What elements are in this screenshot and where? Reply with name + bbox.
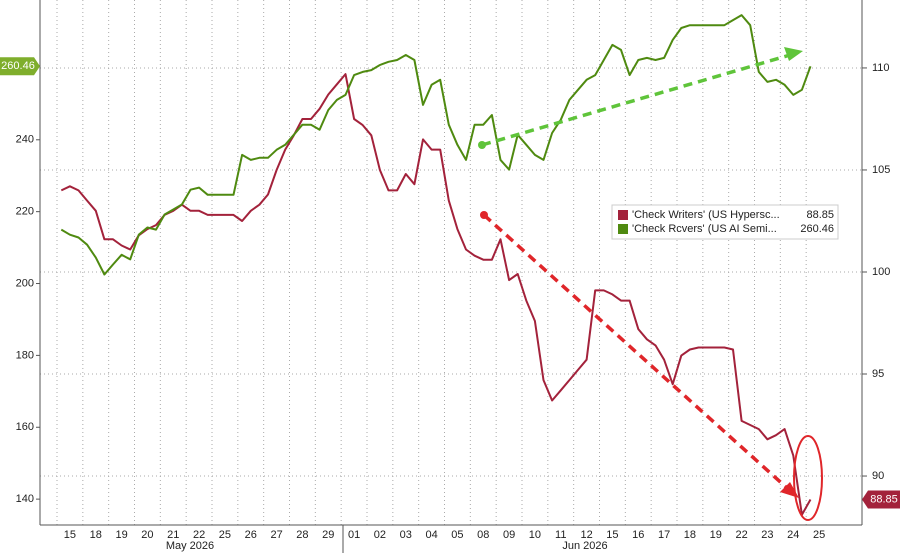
x-tick-label: 08	[477, 529, 489, 541]
x-tick-label: 27	[270, 529, 282, 541]
x-tick-label: 25	[219, 529, 231, 541]
value-tag-label: 88.85	[870, 493, 898, 505]
x-tick-label: 12	[580, 529, 592, 541]
x-tick-label: 21	[167, 529, 179, 541]
legend-value: 260.46	[800, 223, 834, 235]
x-tick-label: 22	[735, 529, 747, 541]
legend-box	[611, 204, 839, 240]
arrow-start	[478, 141, 486, 149]
y2-tick-label: 110	[872, 62, 890, 74]
value-tags: 88.85 260.46	[0, 57, 900, 509]
month-label: May 2026	[166, 540, 214, 552]
lines	[60, 14, 812, 516]
x-tick-label: 26	[245, 529, 257, 541]
x-tick-label: 15	[64, 529, 76, 541]
arrow-start	[480, 211, 488, 219]
legend-value: 88.85	[806, 209, 834, 221]
trend-arrow	[482, 213, 789, 490]
annotation-arrows	[478, 47, 823, 521]
x-tick-label: 24	[787, 529, 799, 541]
x-tick-label: 25	[813, 529, 825, 541]
y2-tick-label: 90	[872, 470, 884, 482]
x-tick-label: 28	[296, 529, 308, 541]
x-tick-label: 04	[425, 529, 437, 541]
value-tag-label: 260.46	[1, 60, 35, 72]
legend-label: 'Check Writers' (US Hypersc...	[632, 209, 780, 221]
x-tick-label: 03	[400, 529, 412, 541]
legend: 'Check Writers' (US Hypersc... 88.85 'Chec…	[611, 204, 839, 240]
y-tick-label: 220	[16, 206, 34, 218]
x-tick-label: 10	[529, 529, 541, 541]
x-tick-label: 29	[322, 529, 334, 541]
x-tick-label: 01	[348, 529, 360, 541]
y2-tick-label: 100	[872, 266, 890, 278]
x-tick-label: 22	[193, 529, 205, 541]
x-tick-label: 16	[632, 529, 644, 541]
month-label: Jun 2026	[562, 540, 607, 552]
y-tick-label: 200	[16, 277, 34, 289]
x-tick-label: 02	[374, 529, 386, 541]
x-tick-label: 15	[606, 529, 618, 541]
highlight-ellipse	[793, 435, 823, 521]
y-tick-label: 240	[16, 134, 34, 146]
grid	[40, 0, 862, 525]
y-tick-label: 160	[16, 421, 34, 433]
x-tick-label: 17	[658, 529, 670, 541]
trend-arrow	[481, 53, 791, 147]
x-tick-label: 19	[710, 529, 722, 541]
x-tick-label: 11	[555, 529, 566, 541]
x-tick-label: 05	[451, 529, 463, 541]
value-tag	[862, 490, 900, 509]
x-tick-label: 18	[684, 529, 696, 541]
x-tick-label: 19	[115, 529, 127, 541]
legend-label: 'Check Rcvers' (US AI Semi...	[632, 223, 777, 235]
value-tag	[0, 57, 40, 76]
series-line	[60, 73, 812, 516]
y-tick-label: 140	[16, 493, 34, 505]
arrow-head	[784, 47, 803, 61]
series-line	[60, 14, 812, 276]
x-tick-label: 18	[90, 529, 102, 541]
x-tick-label: 23	[761, 529, 773, 541]
x-tick-label: 09	[503, 529, 515, 541]
legend-swatch	[618, 224, 628, 234]
y2-tick-label: 95	[872, 368, 884, 380]
y-tick-label: 180	[16, 349, 34, 361]
x-tick-label: 20	[141, 529, 153, 541]
y2-tick-label: 105	[872, 164, 890, 176]
legend-swatch	[618, 210, 628, 220]
